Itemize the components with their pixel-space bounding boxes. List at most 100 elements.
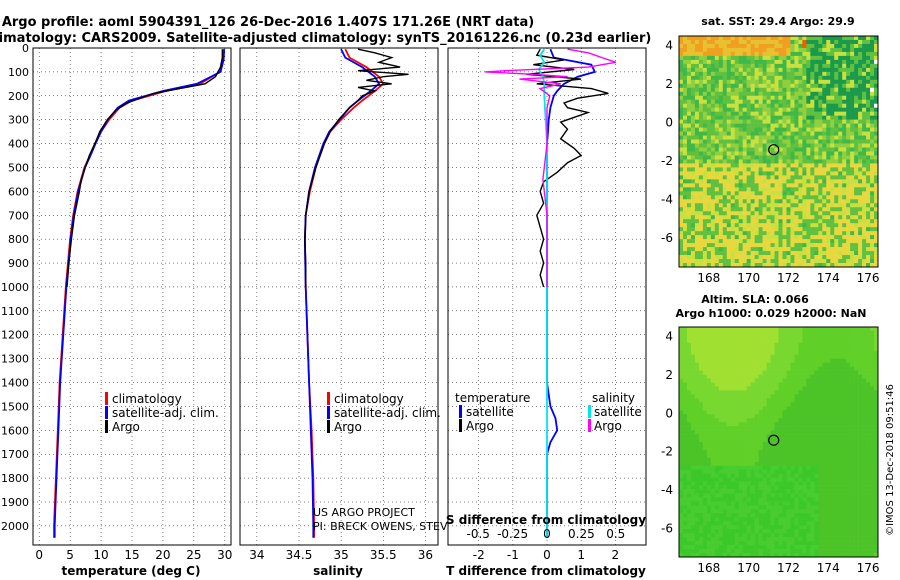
map-cell [838, 95, 843, 101]
map-cell [834, 111, 839, 116]
map-cell [842, 171, 847, 176]
map-cell [766, 51, 771, 57]
map-cell [750, 449, 755, 455]
map-cell [846, 119, 851, 124]
map-cell [730, 107, 736, 112]
map-cell [726, 231, 732, 236]
map-cell [706, 179, 712, 184]
map-cell [786, 199, 791, 204]
map-cell [750, 247, 755, 252]
map-cell [758, 55, 763, 61]
map-cell [698, 449, 704, 455]
map-cell [790, 362, 795, 367]
map-cell [862, 63, 867, 69]
map-cell [874, 465, 879, 471]
map-cell [726, 410, 732, 415]
map-cell [726, 453, 732, 459]
map-cell [786, 247, 791, 252]
map-cell [758, 39, 763, 45]
map-cell [746, 95, 751, 101]
map-cell [874, 370, 879, 375]
map-cell [774, 79, 779, 85]
map-cell [798, 469, 803, 475]
map-cell [826, 219, 831, 224]
map-cell [722, 211, 728, 216]
map-cell [806, 362, 811, 367]
map-cell [846, 251, 851, 256]
map-cell [738, 473, 743, 478]
map-cell [742, 445, 747, 451]
map-cell [850, 151, 855, 156]
map-cell [682, 457, 688, 463]
map-cell [762, 358, 767, 363]
map-cell [822, 115, 827, 120]
map-cell [814, 51, 819, 57]
map-cell [806, 263, 811, 268]
map-cell [718, 36, 724, 41]
map-cell [679, 59, 684, 65]
map-cell [679, 135, 684, 140]
map-cell [794, 449, 799, 455]
map-cell [798, 151, 803, 156]
map-cell [774, 445, 779, 451]
map-cell [834, 231, 839, 236]
map-cell [786, 123, 791, 128]
map-cell [774, 103, 779, 108]
map-cell [806, 457, 811, 463]
map-cell [718, 394, 724, 399]
legend-swatch-t-satellite [459, 405, 462, 418]
map-cell [710, 211, 716, 216]
map-cell [794, 461, 799, 467]
map-cell [854, 123, 859, 128]
map-cell [679, 131, 684, 136]
map-cell [722, 402, 728, 407]
map-cell [778, 127, 783, 132]
map-cell [842, 139, 847, 144]
map-cell [798, 51, 803, 57]
map-cell [722, 115, 728, 120]
map-cell [774, 39, 779, 45]
map-cell [826, 382, 831, 387]
map-cell [830, 263, 835, 268]
map-cell [822, 143, 827, 148]
map-cell [854, 418, 859, 423]
map-cell [738, 457, 743, 463]
map-cell [762, 71, 767, 77]
map-cell [766, 342, 771, 348]
map-cell [770, 143, 775, 148]
map-cell [838, 79, 843, 85]
map-cell [830, 151, 835, 156]
map-cell [778, 430, 783, 435]
map-cell [846, 47, 851, 53]
map-cell [714, 183, 720, 188]
map-cell [766, 442, 771, 447]
map-cell [702, 366, 708, 371]
map-cell [746, 47, 751, 53]
map-cell [798, 386, 803, 391]
map-cell [834, 219, 839, 224]
map-cell [802, 346, 807, 352]
map-cell [846, 191, 851, 196]
map-cell [862, 123, 867, 128]
map-cell [778, 187, 783, 192]
map-cell [679, 55, 684, 61]
map-cell [814, 159, 819, 164]
map-cell [754, 263, 759, 268]
map-cell [702, 354, 708, 360]
map-cell [679, 151, 684, 156]
map-cell [826, 151, 831, 156]
map-cell [710, 175, 716, 180]
map-cell [826, 461, 831, 467]
map-cell [834, 370, 839, 375]
map-cell [758, 36, 763, 41]
map-cell [682, 123, 688, 128]
map-cell [706, 191, 712, 196]
map-cell [738, 203, 743, 208]
map-cell [730, 378, 736, 383]
map-cell [850, 99, 855, 104]
map-cell [682, 247, 688, 252]
map-cell [806, 430, 811, 435]
map-cell [802, 219, 807, 224]
map-cell [846, 71, 851, 77]
map-cell [702, 418, 708, 423]
